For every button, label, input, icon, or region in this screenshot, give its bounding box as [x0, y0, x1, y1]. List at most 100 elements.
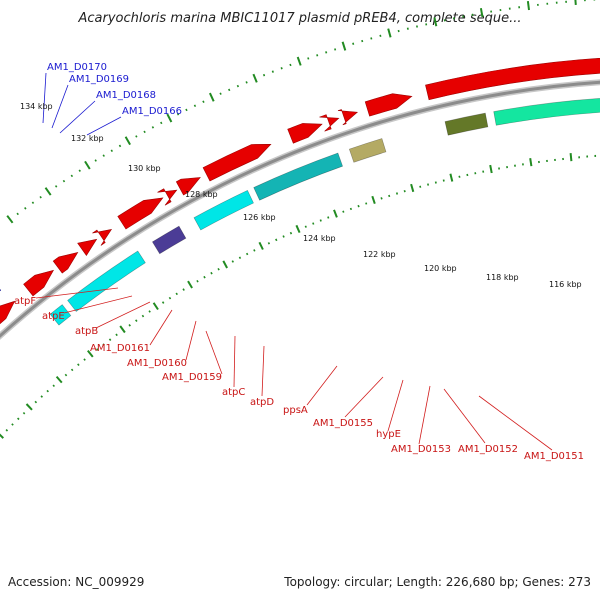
- gene-label-am1-d0151: AM1_D0151: [524, 451, 584, 462]
- inner-tick: [245, 252, 249, 256]
- inner-tick: [25, 403, 33, 411]
- inner-tick: [458, 175, 461, 178]
- leader-red-6: [233, 335, 236, 388]
- kbp-label-122: 122 kbp: [363, 250, 396, 259]
- leader-red-1: [63, 295, 133, 314]
- gene-label-am1-d0152: AM1_D0152: [458, 444, 518, 455]
- reverse-gene-lane2-5: [348, 138, 387, 163]
- inner-tick: [168, 296, 172, 300]
- outer-tick: [352, 42, 355, 45]
- outer-tick: [341, 41, 347, 51]
- reverse-gene-lane2-3: [193, 190, 254, 231]
- gene-label-am1-d0169: AM1_D0169: [69, 74, 129, 85]
- kbp-label-126: 126 kbp: [243, 213, 276, 222]
- outer-tick: [325, 51, 328, 54]
- outer-tick: [271, 70, 274, 73]
- gene-label-am1-d0170: AM1_D0170: [47, 62, 107, 73]
- outer-tick: [44, 187, 52, 196]
- gene-label-am1-d0153: AM1_D0153: [391, 444, 451, 455]
- inner-tick: [427, 183, 430, 186]
- inner-tick: [77, 363, 80, 367]
- gene-label-atpc: atpC: [222, 387, 245, 398]
- outer-tick: [526, 0, 530, 11]
- inner-tick: [253, 249, 256, 252]
- forward-gene-8: [202, 143, 272, 182]
- inner-tick: [196, 279, 199, 283]
- inner-tick: [282, 235, 285, 238]
- inner-tick: [342, 210, 345, 213]
- outer-tick: [62, 179, 66, 183]
- inner-tick: [108, 338, 112, 341]
- inner-tick: [267, 242, 271, 245]
- outer-tick: [245, 81, 248, 84]
- gene-features: [0, 57, 600, 326]
- backbone-line: [0, 80, 600, 338]
- gene-label-am1-d0155: AM1_D0155: [313, 418, 373, 429]
- topology-text: Topology: circular; Length: 226,680 bp; …: [283, 575, 591, 589]
- inner-tick: [52, 384, 56, 388]
- inner-tick: [275, 238, 278, 242]
- outer-tick: [228, 88, 231, 92]
- forward-gene-3: [77, 238, 98, 257]
- outer-tick: [208, 92, 215, 102]
- inner-tick: [365, 202, 368, 205]
- inner-tick: [148, 310, 151, 313]
- leader-red-8: [306, 365, 338, 406]
- inner-tick: [410, 183, 415, 193]
- inner-tick: [489, 164, 493, 174]
- kbp-label-128: 128 kbp: [185, 190, 218, 199]
- leader-red-7: [261, 345, 265, 397]
- inner-tick: [449, 173, 454, 182]
- leader-blue-3: [86, 116, 122, 136]
- inner-tick: [70, 368, 74, 372]
- kbp-label-116: 116 kbp: [549, 280, 582, 289]
- inner-tick: [64, 373, 68, 377]
- forward-gene-12: [364, 93, 413, 117]
- outer-tick: [379, 34, 382, 38]
- outer-tick: [397, 29, 400, 33]
- inner-tick: [295, 224, 301, 234]
- forward-gene-2: [52, 252, 79, 274]
- outer-tick: [202, 100, 205, 103]
- forward-gene-0: [0, 300, 16, 325]
- outer-tick: [84, 160, 91, 170]
- gene-label-atpf: atpF: [14, 296, 36, 307]
- outer-tick: [406, 27, 409, 30]
- outer-tick: [334, 48, 337, 51]
- leader-red-5: [205, 330, 223, 375]
- outer-tick: [176, 112, 180, 116]
- gene-label-atpe: atpE: [42, 311, 65, 322]
- inner-tick: [419, 185, 422, 188]
- label-leaders: [35, 72, 553, 451]
- gene-label-ppsa: ppsA: [283, 405, 308, 416]
- reverse-gene-lane2-2: [151, 225, 187, 255]
- outer-tick: [110, 149, 113, 153]
- accession-text: Accession: NC_009929: [8, 575, 144, 589]
- outer-tick: [39, 195, 42, 199]
- leader-red-4: [185, 320, 197, 361]
- inner-tick: [135, 319, 138, 322]
- inner-tick: [161, 301, 165, 304]
- outer-tick: [124, 136, 131, 146]
- outer-tick: [219, 92, 222, 95]
- inner-tick: [529, 158, 533, 167]
- inner-tick: [403, 189, 406, 193]
- inner-tick: [238, 256, 242, 259]
- inner-tick: [349, 207, 353, 211]
- kbp-label-132: 132 kbp: [71, 134, 104, 143]
- outer-tick: [361, 39, 364, 43]
- inner-tick: [119, 325, 126, 334]
- outer-tick: [54, 185, 58, 188]
- outer-tick: [262, 73, 266, 77]
- inner-tick: [141, 314, 145, 318]
- leader-blue-2: [59, 100, 96, 134]
- inner-tick: [5, 429, 9, 432]
- inner-tick: [442, 179, 445, 182]
- forward-gene-13: [425, 57, 600, 101]
- outer-tick: [185, 108, 188, 112]
- outer-tick: [118, 144, 122, 148]
- forward-gene-5: [117, 197, 164, 230]
- reverse-gene-lane2-1: [67, 250, 146, 312]
- gene-label-am1-d0160: AM1_D0160: [127, 358, 187, 369]
